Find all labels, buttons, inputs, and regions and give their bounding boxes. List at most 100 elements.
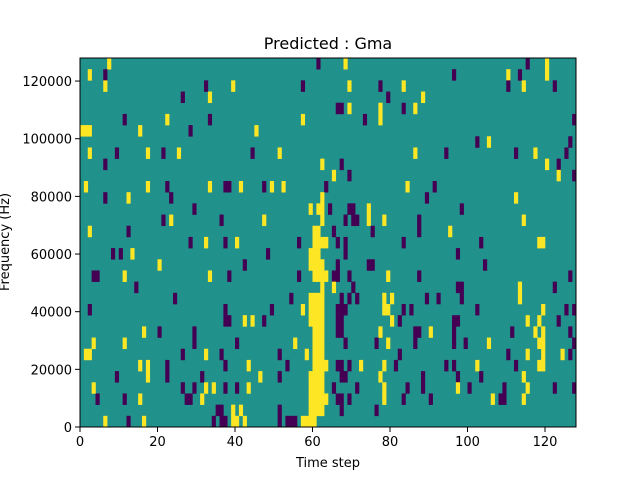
heatmap-cell [227, 315, 232, 327]
heatmap-cell [316, 337, 321, 350]
heatmap-cell [242, 259, 247, 271]
heatmap-cell [219, 348, 224, 361]
heatmap-cell [324, 236, 329, 249]
heatmap-cell [87, 147, 92, 159]
heatmap-cell [390, 292, 395, 305]
heatmap-cell [347, 270, 352, 282]
heatmap-cell [343, 304, 348, 316]
heatmap-cell [541, 304, 546, 316]
heatmap-cell [180, 348, 185, 361]
heatmap-cell [467, 382, 472, 394]
heatmap-cell [250, 147, 255, 159]
heatmap-cell [455, 371, 461, 383]
heatmap-cell [448, 225, 453, 238]
heatmap-cell [207, 181, 213, 193]
heatmap-cell [328, 203, 333, 215]
heatmap-cell [316, 236, 321, 249]
heatmap-cell [316, 304, 321, 316]
heatmap-cell [103, 69, 108, 81]
heatmap-cell [312, 337, 317, 350]
heatmap-cell [424, 292, 430, 305]
heatmap-cell [277, 371, 282, 383]
heatmap-cell [452, 337, 457, 350]
heatmap-cell [277, 415, 282, 428]
heatmap-cell [219, 404, 224, 417]
heatmap-cell [165, 371, 170, 383]
heatmap-cell [347, 169, 352, 182]
heatmap-cell [483, 259, 488, 271]
heatmap-cell [103, 415, 108, 428]
heatmap-cell [227, 181, 232, 193]
heatmap-cell [300, 80, 306, 92]
heatmap-cell [126, 225, 131, 238]
heatmap-cell [568, 348, 573, 361]
heatmap-cell [335, 102, 340, 115]
heatmap-cell [269, 304, 275, 316]
heatmap-cell [266, 248, 271, 260]
heatmap-cell [498, 393, 503, 405]
heatmap-cell [91, 382, 96, 394]
heatmap-cell [308, 315, 313, 327]
heatmap-cell [409, 304, 414, 316]
heatmap-cell [188, 236, 193, 249]
heatmap-cell [304, 415, 309, 428]
heatmap-cell [506, 80, 511, 92]
heatmap-cell [312, 348, 317, 361]
heatmap-cell [324, 359, 329, 372]
heatmap-cell [359, 359, 364, 372]
heatmap-cell [200, 393, 205, 405]
heatmap-cell [355, 214, 360, 227]
heatmap-cell [401, 80, 406, 92]
heatmap-cell [293, 337, 298, 350]
heatmap-cell [320, 304, 325, 316]
heatmap-cell [262, 315, 267, 327]
heatmap-cell [316, 58, 321, 70]
heatmap-cell [165, 113, 170, 126]
heatmap-cell [347, 359, 352, 372]
heatmap-cell [312, 404, 317, 417]
heatmap-cell [258, 371, 263, 383]
heatmap-cell [455, 281, 461, 294]
heatmap-cell [320, 326, 325, 338]
heatmap-cell [103, 158, 108, 171]
heatmap-cell [320, 393, 325, 405]
heatmap-cell [506, 69, 511, 81]
heatmap-cell [254, 125, 259, 137]
y-tick-label: 40000 [31, 306, 72, 321]
heatmap-cell [421, 371, 426, 383]
heatmap-cell [312, 225, 317, 238]
heatmap-cell [417, 225, 422, 238]
heatmap-cell [417, 270, 422, 282]
heatmap-cell [87, 125, 92, 137]
heatmap-cell [145, 147, 151, 159]
heatmap-cell [421, 91, 426, 104]
heatmap-cell [320, 259, 325, 271]
heatmap-cell [397, 348, 402, 361]
heatmap-cell [413, 102, 418, 115]
heatmap-cell [87, 304, 92, 316]
heatmap-cell [223, 304, 228, 316]
heatmap-cell [525, 58, 530, 70]
heatmap-cell [455, 248, 461, 260]
heatmap-cell [204, 382, 209, 394]
heatmap-cell [514, 147, 519, 159]
heatmap-cell [223, 236, 228, 249]
heatmap-cell [413, 326, 418, 338]
heatmap-cell [541, 236, 546, 249]
heatmap-cell [134, 281, 139, 294]
heatmap-cell [180, 382, 185, 394]
heatmap-cell [428, 326, 433, 338]
heatmap-cell [339, 304, 344, 316]
heatmap-cell [285, 359, 290, 372]
heatmap-cell [320, 214, 325, 227]
heatmap-cell [231, 404, 236, 417]
heatmap-cell [145, 371, 151, 383]
heatmap-cell [207, 113, 213, 126]
heatmap-cell [87, 348, 92, 361]
heatmap-cell [312, 415, 317, 428]
heatmap-cell [320, 315, 325, 327]
heatmap-cell [475, 359, 480, 372]
heatmap-cell [490, 393, 495, 405]
heatmap-cell [122, 113, 127, 126]
